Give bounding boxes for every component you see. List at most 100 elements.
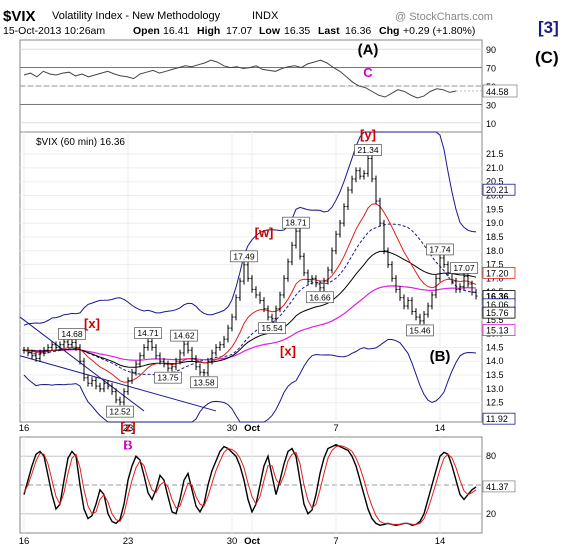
header-name: Volatility Index - New Methodology [52,10,221,22]
price-label: 13.75 [157,373,179,383]
stoch-layer: 80502041.37 [20,437,516,533]
header-last-label: Last [318,25,340,37]
rsi-layer: 907050301044.58 [20,45,518,129]
stoch-x-tick-label: 16 [19,536,30,547]
stoch-tick-label: 80 [486,451,496,461]
price-label-box [306,291,334,304]
price-layer: 21.521.020.520.019.519.018.518.017.517.0… [19,42,516,453]
watermark: @ StockCharts.com [395,11,493,23]
rsi-last-label: 44.58 [486,87,509,97]
rsi-tick-label: 90 [486,45,496,55]
ema-black [23,250,477,368]
axis-value-label: 16.06 [486,300,509,310]
header-symbol: $VIX [3,8,36,25]
price-tick-label: 18.0 [486,246,504,256]
wave-label: [x] [84,316,100,331]
side-label-second: (C) [535,48,559,67]
price-tick-label: 12.5 [486,398,504,408]
price-x-tick-label: 23 [123,423,134,434]
price-label-box [134,327,162,339]
price-x-tick-label: Oct [244,423,261,434]
price-panel [19,131,483,423]
wave-label: [x] [280,344,296,359]
rsi-line [23,59,457,99]
header-last: 16.36 [345,25,371,37]
price-label: 17.49 [233,251,255,261]
price-label: 21.34 [357,145,379,155]
stoch-d-line [23,445,477,525]
price-label-box [190,376,218,389]
bollinger-lower [23,339,477,423]
wave-label: [w] [255,225,274,240]
bollinger-middle [23,223,477,376]
ma-magenta [23,285,477,361]
stoch-x-tick-label: 7 [333,536,338,547]
axis-value-label: 15.13 [486,326,509,336]
price-label-box [170,329,198,342]
price-tick-label: 13.0 [486,384,504,394]
wave-label: C [363,65,373,80]
price-tick-label: 19.0 [486,218,504,228]
price-x-tick-label: 14 [435,423,446,434]
price-label-box [230,250,258,263]
stoch-last-box [482,480,516,493]
header-high-label: High [197,25,220,37]
price-tick-label: 17.5 [486,260,504,270]
price-label: 15.54 [261,323,283,333]
wave-label: [y] [360,127,376,142]
price-x-tick-label: 30 [227,423,238,434]
price-panel-title: $VIX (60 min) 16.36 [36,137,125,148]
rsi-tick-label: 10 [486,119,496,129]
header-date: 15-Oct-2013 10:26am [3,25,105,37]
header-open: 16.41 [163,25,189,37]
price-x-tick-label: 16 [19,423,30,434]
price-tick-label: 13.5 [486,370,504,380]
x-axis-layer: 16 16 23 23 30 30 Oct Oct 7 7 14 14 [19,423,446,547]
price-label-box [58,328,86,340]
price-label: 14.62 [173,331,195,341]
price-label: 18.71 [285,218,307,228]
axis-value-box [482,412,516,425]
rsi-tick-label: 70 [486,64,496,74]
axis-value-box [482,324,516,336]
header-high: 17.07 [226,25,252,37]
stoch-x-tick-label: 30 [227,536,238,547]
wave-label: [z] [120,420,135,435]
price-label: 17.07 [453,263,475,273]
price-tick-label: 20.5 [486,177,504,187]
price-label: 13.58 [193,377,215,387]
price-tick-label: 14.5 [486,342,504,352]
price-label: 17.74 [429,244,451,254]
axis-value-label: 11.92 [486,414,508,424]
price-label: 14.68 [61,329,83,339]
price-label: 16.66 [309,292,331,302]
price-label-box [106,405,134,418]
header-open-label: Open [133,25,160,37]
axis-value-box [482,183,516,196]
header-chg-label: Chg [379,25,399,37]
rsi-tick-label: 30 [486,100,496,110]
header-chg: +0.29 (+1.80%) [403,25,475,37]
price-label-box [282,216,310,229]
price-tick-label: 19.5 [486,204,504,214]
header-exchange: INDX [252,10,279,22]
bollinger-upper [23,131,477,326]
stoch-tick-label: 20 [486,509,496,519]
wave-label: (A) [358,42,379,59]
trendline-lower [19,355,217,412]
price-label-box [354,144,382,156]
stoch-x-tick-label: Oct [244,536,261,547]
price-tick-label: 21.0 [486,163,504,173]
trendline-upper [19,316,145,412]
stoch-last-label: 41.37 [486,482,509,492]
price-label-box [258,322,286,335]
header-low-label: Low [259,25,281,37]
price-label-box [426,243,454,256]
price-label-box [406,324,434,337]
price-label: 12.52 [109,407,131,417]
price-label: 14.71 [137,328,159,338]
price-label: 15.46 [409,325,431,335]
price-label-box [154,371,182,384]
wave-label: (B) [430,348,451,365]
axis-value-label: 17.20 [486,268,509,278]
